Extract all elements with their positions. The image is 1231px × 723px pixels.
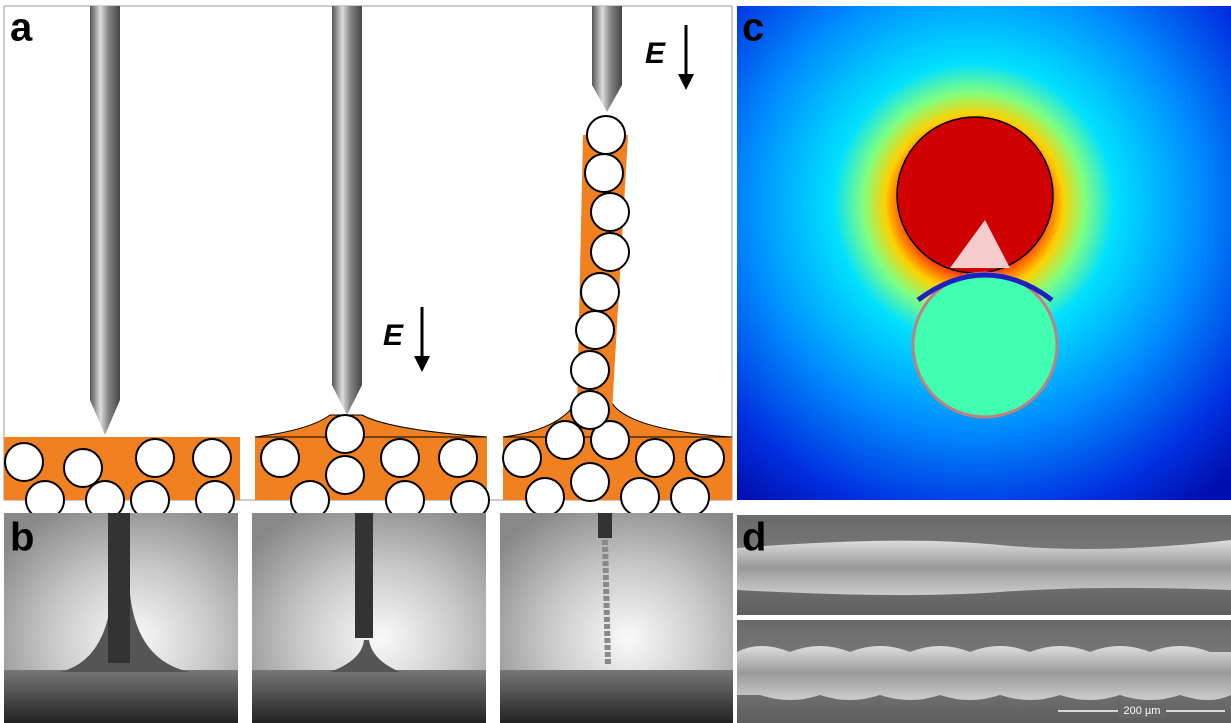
bead (587, 116, 625, 154)
bead (136, 439, 174, 477)
bead (585, 154, 623, 192)
bead (636, 439, 674, 477)
bead (621, 478, 659, 516)
scale-bar-label: 200 µm (1124, 705, 1161, 717)
bead (261, 439, 299, 477)
needle (592, 6, 622, 85)
bead (571, 463, 609, 501)
bead (576, 311, 614, 349)
fiber (737, 540, 1231, 595)
panel-b: b (4, 513, 733, 723)
photo-needle (598, 513, 612, 538)
bead (5, 443, 43, 481)
photo-needle (108, 513, 130, 663)
bead (64, 449, 102, 487)
panel-a: a E E (4, 6, 732, 519)
field-label: E (383, 319, 404, 352)
panel-c: c (737, 6, 1231, 500)
bead (503, 439, 541, 477)
photo-bath (252, 670, 486, 723)
photo-bath (4, 670, 238, 723)
bead (439, 439, 477, 477)
fiber (737, 646, 1231, 700)
needle (332, 6, 362, 385)
needle (90, 6, 120, 400)
bead (526, 478, 564, 516)
bead (686, 439, 724, 477)
bead (581, 273, 619, 311)
panel-label: a (10, 6, 33, 50)
bead (193, 439, 231, 477)
bead (591, 233, 629, 271)
bead (381, 439, 419, 477)
panel-label: b (10, 516, 34, 560)
bead (546, 421, 584, 459)
photo-needle (355, 513, 373, 638)
panel-label: c (742, 6, 764, 50)
panel-d: 200 µm d (737, 515, 1231, 723)
bead (326, 456, 364, 494)
bead (591, 193, 629, 231)
panel-label: d (742, 516, 766, 560)
drop-lower (913, 273, 1057, 417)
bead (571, 351, 609, 389)
field-label: E (645, 37, 666, 70)
photo-bath (500, 670, 733, 723)
figure: a E E c b 200 µ (0, 0, 1231, 723)
bead (571, 391, 609, 429)
bead (326, 415, 364, 453)
bead (671, 478, 709, 516)
